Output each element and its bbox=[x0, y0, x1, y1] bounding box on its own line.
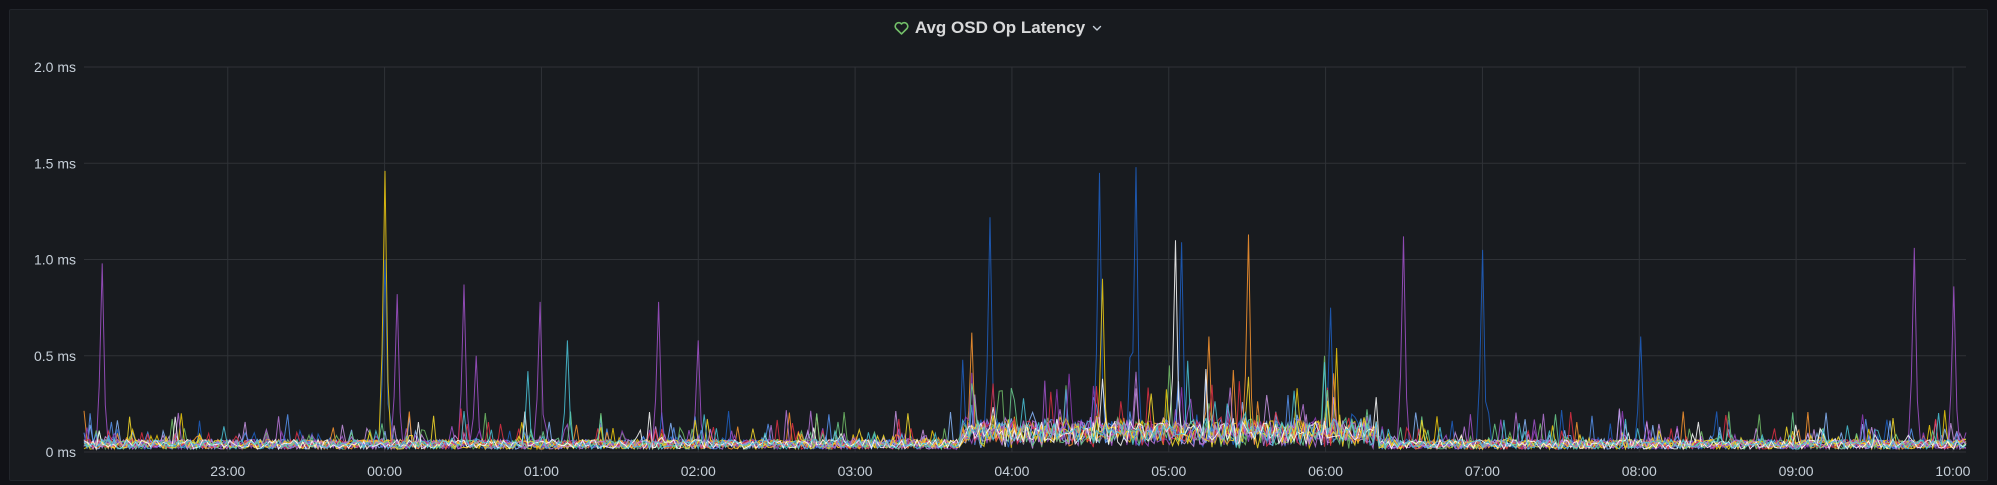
series-line bbox=[83, 340, 1967, 451]
panel-header[interactable]: Avg OSD Op Latency bbox=[10, 10, 1987, 46]
y-tick-label: 0 ms bbox=[46, 444, 76, 460]
series-line bbox=[83, 167, 1967, 451]
series-line bbox=[83, 240, 1967, 451]
y-tick-label: 1.0 ms bbox=[34, 252, 76, 268]
x-tick-label: 04:00 bbox=[994, 463, 1029, 479]
x-tick-label: 05:00 bbox=[1151, 463, 1186, 479]
chevron-down-icon[interactable] bbox=[1091, 22, 1103, 34]
series-line bbox=[83, 170, 1967, 451]
series-layer bbox=[83, 167, 1967, 451]
x-tick-label: 08:00 bbox=[1622, 463, 1657, 479]
heart-icon[interactable] bbox=[894, 21, 909, 35]
axis-layer: 0 ms 0.5 ms 1.0 ms 1.5 ms 2.0 ms 23:00 00:00 01… bbox=[34, 59, 1971, 479]
chart-panel: Avg OSD Op Latency bbox=[9, 9, 1988, 481]
series-line bbox=[83, 234, 1967, 451]
panel-title[interactable]: Avg OSD Op Latency bbox=[914, 18, 1086, 37]
x-tick-label: 07:00 bbox=[1465, 463, 1500, 479]
grid-layer bbox=[84, 66, 1966, 453]
x-tick-label: 02:00 bbox=[681, 463, 716, 479]
x-tick-label: 23:00 bbox=[210, 463, 245, 479]
x-tick-label: 01:00 bbox=[524, 463, 559, 479]
x-tick-label: 09:00 bbox=[1779, 463, 1814, 479]
x-tick-label: 06:00 bbox=[1308, 463, 1343, 479]
y-tick-label: 2.0 ms bbox=[34, 59, 76, 75]
x-tick-label: 10:00 bbox=[1935, 463, 1970, 479]
y-tick-label: 1.5 ms bbox=[34, 155, 76, 171]
x-tick-label: 03:00 bbox=[838, 463, 873, 479]
y-tick-label: 0.5 ms bbox=[34, 348, 76, 364]
x-tick-label: 00:00 bbox=[367, 463, 402, 479]
